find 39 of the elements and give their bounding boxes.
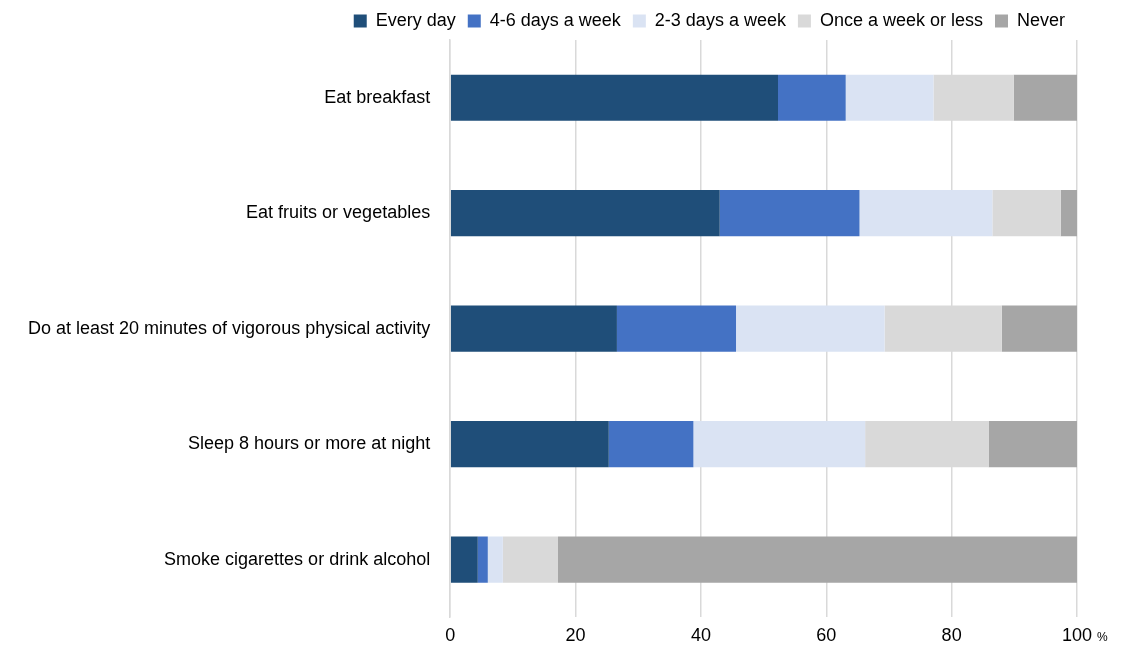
legend-label: Every day bbox=[375, 9, 456, 30]
y-tick-label: Eat fruits or vegetables bbox=[246, 202, 431, 223]
legend-label: Never bbox=[1016, 9, 1066, 30]
bar bbox=[477, 536, 488, 583]
bar bbox=[1060, 190, 1077, 237]
x-tick-label: 100 bbox=[1061, 625, 1093, 646]
x-tick-label: 20 bbox=[565, 625, 586, 646]
bar bbox=[1001, 305, 1077, 352]
bar bbox=[992, 190, 1061, 237]
bar bbox=[616, 305, 737, 352]
bar bbox=[1013, 74, 1077, 121]
bar bbox=[450, 74, 779, 121]
bar bbox=[450, 421, 609, 468]
y-tick-label: Smoke cigarettes or drink alcohol bbox=[164, 548, 431, 569]
y-tick-label: Sleep 8 hours or more at night bbox=[188, 433, 431, 454]
x-tick-label: 0 bbox=[445, 625, 456, 646]
legend-label: 4-6 days a week bbox=[489, 9, 622, 30]
bar bbox=[845, 74, 934, 121]
bar bbox=[487, 536, 503, 583]
bar bbox=[988, 421, 1077, 468]
x-axis-title: % bbox=[1097, 629, 1108, 644]
bar bbox=[450, 536, 478, 583]
bar bbox=[859, 190, 993, 237]
bar bbox=[736, 305, 885, 352]
bar bbox=[502, 536, 558, 583]
bar bbox=[558, 536, 1077, 583]
x-tick-label: 60 bbox=[816, 625, 837, 646]
bar bbox=[450, 305, 617, 352]
bar bbox=[778, 74, 846, 121]
y-tick-label: Eat breakfast bbox=[324, 86, 431, 107]
bar bbox=[693, 421, 866, 468]
legend-label: 2-3 days a week bbox=[654, 9, 787, 30]
bar bbox=[450, 190, 720, 237]
legend-label: Once a week or less bbox=[819, 9, 983, 30]
x-tick-label: 80 bbox=[941, 625, 962, 646]
bar bbox=[719, 190, 860, 237]
y-tick-label: Do at least 20 minutes of vigorous physical activity bbox=[28, 317, 431, 338]
x-tick-label: 40 bbox=[690, 625, 711, 646]
bar bbox=[608, 421, 694, 468]
